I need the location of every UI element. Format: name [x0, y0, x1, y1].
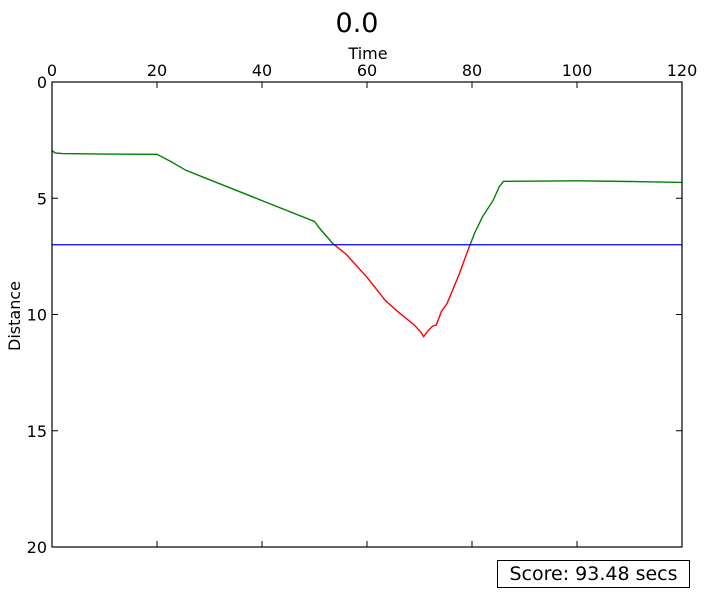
- y-tick-label: 20: [27, 538, 47, 557]
- plot-lines: [51, 150, 683, 338]
- x-tick-label: 60: [357, 61, 377, 80]
- y-axis-label: Distance: [5, 281, 24, 351]
- y-tick-label: 10: [27, 306, 47, 325]
- distance-line-within: [469, 180, 683, 246]
- distance-line-within: [51, 150, 335, 246]
- x-tick-label: 80: [462, 61, 482, 80]
- score-readout: Score: 93.48 secs: [497, 560, 690, 588]
- plot-area-frame: [51, 81, 683, 548]
- y-tick-label: 5: [37, 189, 47, 208]
- axis-ticks: 0 20 40 60 80 100 120 0 5 10 15 20: [27, 61, 698, 557]
- y-tick-label: 15: [27, 422, 47, 441]
- x-tick-label: 100: [562, 61, 593, 80]
- chart-title: 0.0: [336, 8, 379, 39]
- distance-line-exceed: [333, 244, 471, 338]
- y-tick-label: 0: [37, 73, 47, 92]
- x-tick-label: 20: [147, 61, 167, 80]
- x-axis-label: Time: [347, 44, 387, 63]
- x-tick-label: 0: [47, 61, 57, 80]
- x-tick-label: 40: [252, 61, 272, 80]
- x-tick-label: 120: [667, 61, 698, 80]
